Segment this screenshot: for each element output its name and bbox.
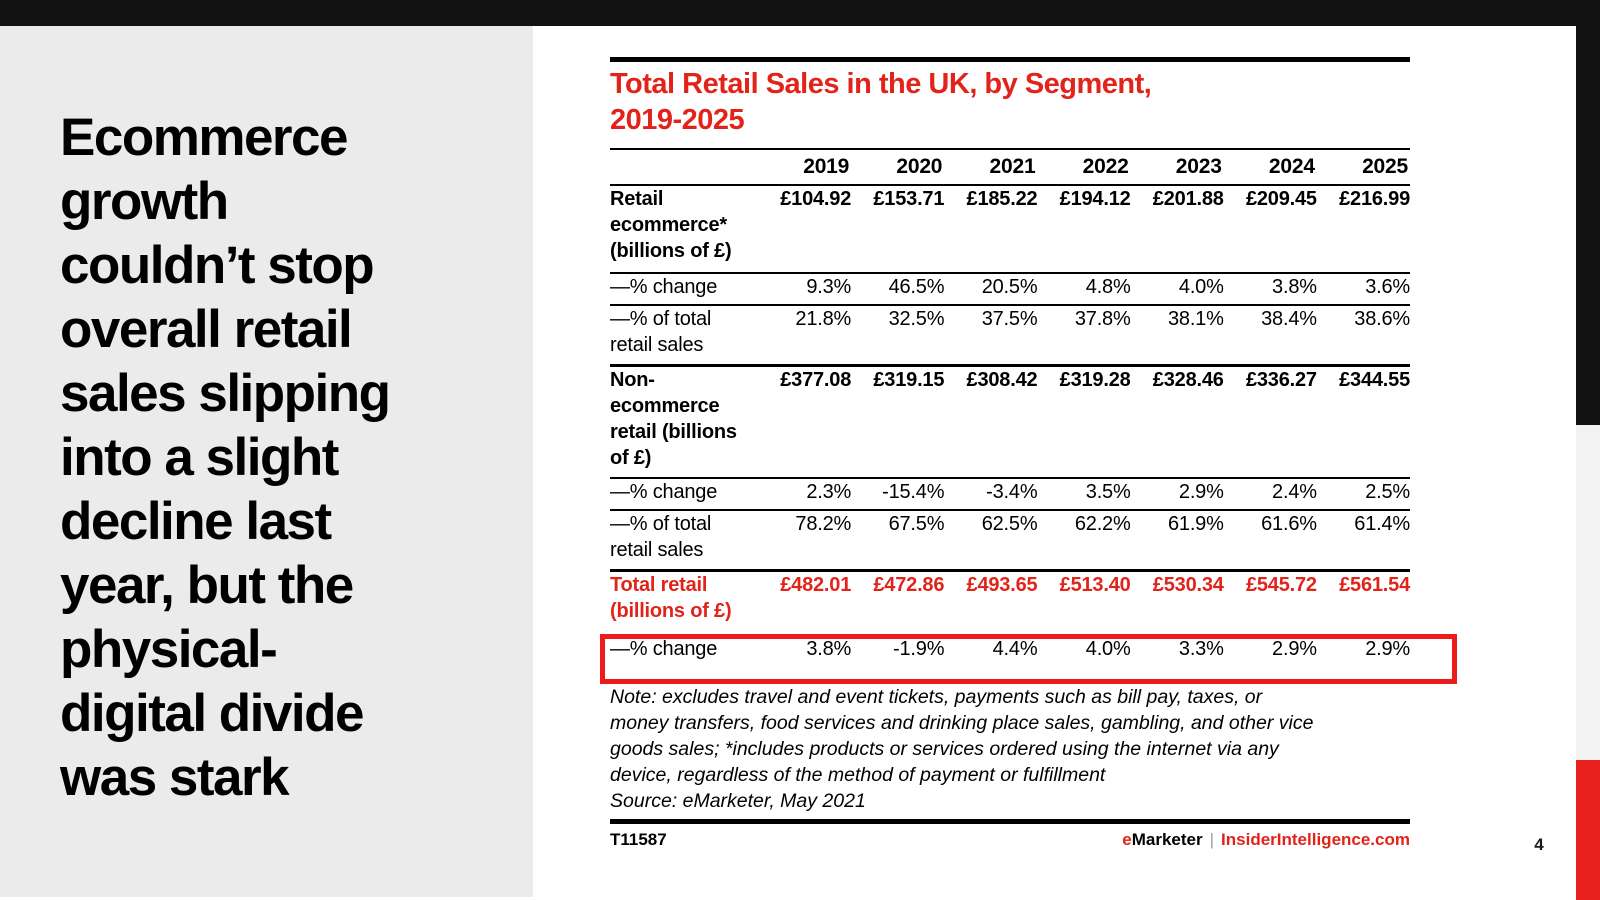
table-row: —% change 2.3% -15.4% -3.4% 3.5% 2.9% 2.4% 2.5% [610, 479, 1410, 511]
table-row: Non- ecommerce retail (billions of £) £37… [610, 367, 1410, 479]
table-cell: 21.8% [758, 306, 851, 367]
table-cell: 38.1% [1130, 306, 1224, 367]
chart-area: Total Retail Sales in the UK, by Segment… [610, 57, 1410, 850]
brand-separator: | [1209, 830, 1215, 849]
table-cell: 37.8% [1037, 306, 1131, 367]
table-cell: £545.72 [1245, 574, 1317, 596]
table-row: —% of total retail sales 78.2% 67.5% 62.5% 6… [610, 511, 1410, 572]
table-row: Retail ecommerce* (billions of £) £104.92… [610, 186, 1410, 274]
table-cell: 32.5% [851, 306, 944, 367]
table-cell: 78.2% [758, 511, 851, 572]
retail-table: 2019 2020 2021 2022 2023 2024 2025 Retail ecom… [610, 148, 1410, 682]
table-cell: 38.6% [1316, 306, 1410, 367]
table-cell: 62.5% [944, 511, 1038, 572]
chart-source: Source: eMarketer, May 2021 [610, 790, 866, 812]
table-cell: £319.28 [1037, 367, 1131, 479]
brand-name: Marketer [1131, 830, 1203, 849]
brand-e: e [1122, 830, 1132, 849]
slide-headline: Ecommerce growth couldn’t stop overall r… [60, 108, 391, 807]
chart-footer: T11587 eMarketer | InsiderIntelligence.com [610, 830, 1410, 850]
year-column-header: 2025 [1316, 148, 1410, 186]
table-cell: -15.4% [851, 479, 944, 511]
table-cell: 67.5% [851, 511, 944, 572]
table-cell: 62.2% [1037, 511, 1131, 572]
table-cell: £482.01 [780, 574, 852, 596]
year-column-header: 2021 [944, 148, 1038, 186]
table-cell: 37.5% [944, 306, 1038, 367]
table-cell: -3.4% [944, 479, 1038, 511]
table-cell: 20.5% [944, 274, 1038, 306]
year-column-header: 2019 [758, 148, 852, 186]
table-cell: 61.4% [1316, 511, 1410, 572]
chart-title: Total Retail Sales in the UK, by Segment… [610, 68, 1152, 136]
chart-id: T11587 [610, 830, 667, 849]
table-cell: 3.6% [1316, 274, 1410, 306]
note-block: Note: excludes travel and event tickets,… [610, 684, 1410, 814]
table-cell: £513.40 [1059, 574, 1131, 596]
table-cell: 2.5% [1316, 479, 1410, 511]
page-number: 4 [1534, 835, 1544, 854]
table-cell: £201.88 [1130, 186, 1224, 274]
table-head: 2019 2020 2021 2022 2023 2024 2025 [610, 148, 1410, 186]
table-row: —% of total retail sales 21.8% 32.5% 37.5% 3… [610, 306, 1410, 367]
headline-panel: Ecommerce growth couldn’t stop overall r… [0, 26, 533, 897]
table-corner-cell [610, 148, 758, 186]
chart-top-rule [610, 57, 1410, 62]
table-cell: £319.15 [851, 367, 944, 479]
table-cell: £328.46 [1130, 367, 1224, 479]
table-cell: £104.92 [758, 186, 851, 274]
table-cell: 9.3% [758, 274, 851, 306]
table-cell: 2.4% [1223, 479, 1317, 511]
table-cell: £194.12 [1037, 186, 1131, 274]
table-cell: 4.8% [1037, 274, 1131, 306]
row-label: Retail ecommerce* (billions of £) [610, 186, 758, 274]
row-label: —% of total retail sales [610, 306, 758, 367]
table-cell: 61.6% [1223, 511, 1317, 572]
table-cell: £153.71 [851, 186, 944, 274]
table-cell: £209.45 [1223, 186, 1317, 274]
row-label: Non- ecommerce retail (billions of £) [610, 367, 758, 479]
brand-lockup: eMarketer | InsiderIntelligence.com [1122, 830, 1410, 850]
table-cell: 61.9% [1130, 511, 1224, 572]
right-red-bar [1576, 760, 1600, 900]
table-cell: 3.8% [1223, 274, 1317, 306]
table-cell: £185.22 [944, 186, 1038, 274]
highlight-box [600, 634, 1457, 684]
right-black-bar [1576, 0, 1600, 425]
table-cell: £472.86 [873, 574, 945, 596]
year-column-header: 2023 [1130, 148, 1224, 186]
table-cell: £308.42 [944, 367, 1038, 479]
table-cell: £377.08 [758, 367, 851, 479]
table-header-row: 2019 2020 2021 2022 2023 2024 2025 [610, 148, 1410, 186]
row-label: —% change [610, 479, 758, 511]
year-column-header: 2024 [1223, 148, 1317, 186]
table-cell: £216.99 [1316, 186, 1410, 274]
table-cell: 38.4% [1223, 306, 1317, 367]
table-cell: £336.27 [1223, 367, 1317, 479]
year-column-header: 2020 [851, 148, 945, 186]
chart-note: Note: excludes travel and event tickets,… [610, 686, 1314, 786]
right-gray-bar [1576, 425, 1600, 760]
table-body: Retail ecommerce* (billions of £) £104.92… [610, 186, 1410, 682]
year-column-header: 2022 [1037, 148, 1131, 186]
table-cell: £530.34 [1152, 574, 1224, 596]
table-cell: £344.55 [1316, 367, 1410, 479]
table-cell: 2.3% [758, 479, 851, 511]
row-label: —% of total retail sales [610, 511, 758, 572]
table-cell: 4.0% [1130, 274, 1224, 306]
chart-bottom-rule [610, 819, 1410, 824]
table-cell: £493.65 [966, 574, 1038, 596]
table-cell: 3.5% [1037, 479, 1131, 511]
row-label: Total retail (billions of £) [610, 574, 732, 622]
table-cell: 46.5% [851, 274, 944, 306]
table-row: —% change 9.3% 46.5% 20.5% 4.8% 4.0% 3.8% 3.6% [610, 274, 1410, 306]
top-black-bar [0, 0, 1600, 26]
insider-intelligence-link[interactable]: InsiderIntelligence.com [1221, 830, 1410, 849]
table-cell: 2.9% [1130, 479, 1224, 511]
row-label: —% change [610, 274, 758, 306]
table-row: Total retail (billions of £) £482.01 £472.… [610, 572, 1410, 636]
table-cell: £561.54 [1339, 574, 1410, 596]
